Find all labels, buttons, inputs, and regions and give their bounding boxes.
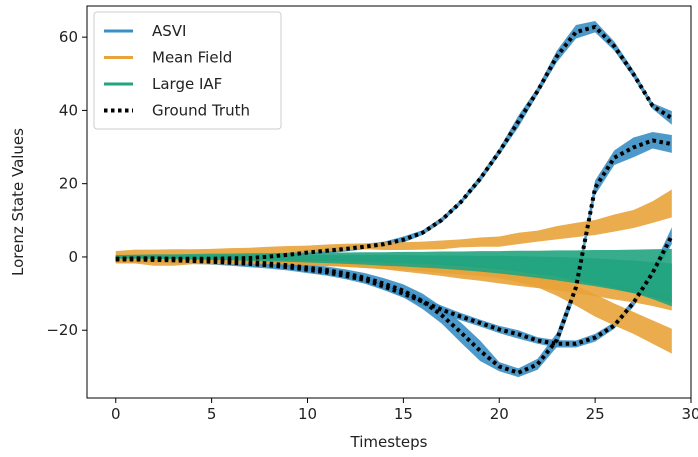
y-tick-label: 40 xyxy=(59,101,78,119)
y-tick-label: −20 xyxy=(46,321,78,339)
x-tick-label: 20 xyxy=(490,405,509,423)
large-iaf-band-2 xyxy=(115,255,672,307)
asvi-band-1 xyxy=(115,21,672,262)
x-tick-label: 25 xyxy=(586,405,605,423)
legend-label-ground-truth: Ground Truth xyxy=(152,102,250,120)
mean-field-band-3 xyxy=(115,256,672,354)
y-axis: −20 0 20 40 60 xyxy=(46,28,87,339)
legend-box xyxy=(93,11,282,130)
x-tick-label: 10 xyxy=(298,405,317,423)
plot-frame xyxy=(86,5,692,399)
x-axis-title: Timesteps xyxy=(350,433,428,451)
x-tick-label: 30 xyxy=(681,405,698,423)
legend: ASVI Mean Field Large IAF Ground Truth xyxy=(93,11,282,130)
y-tick-label: 60 xyxy=(59,28,78,46)
x-tick-label: 15 xyxy=(394,405,413,423)
y-tick-label: 0 xyxy=(68,248,78,266)
legend-label-mean-field: Mean Field xyxy=(152,49,232,67)
x-tick-label: 5 xyxy=(207,405,217,423)
x-axis: 0 5 10 15 20 25 30 xyxy=(111,398,698,423)
y-tick-label: 20 xyxy=(59,175,78,193)
legend-label-large-iaf: Large IAF xyxy=(152,75,222,93)
x-tick-label: 0 xyxy=(111,405,121,423)
ground-truth-layer xyxy=(115,24,674,375)
y-axis-title: Lorenz State Values xyxy=(9,128,27,276)
ground-truth-line-3 xyxy=(115,234,674,346)
legend-label-asvi: ASVI xyxy=(152,22,186,40)
